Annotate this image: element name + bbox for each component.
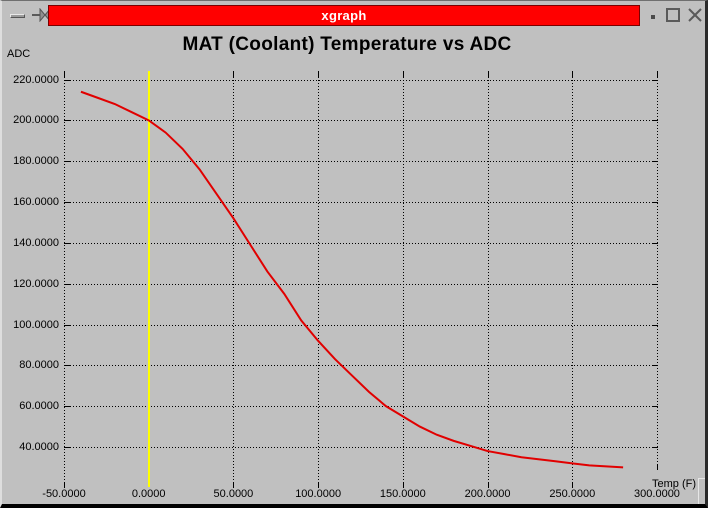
x-tick-label: 250.0000 <box>549 488 596 500</box>
y-tick-label: 60.0000 <box>19 400 59 413</box>
chart-title: MAT (Coolant) Temperature vs ADC <box>182 34 512 55</box>
x-tick-label: 200.0000 <box>464 488 511 500</box>
h-gridline <box>64 406 657 408</box>
x-tick-label: 50.0000 <box>213 488 254 500</box>
axis-tick <box>233 71 235 77</box>
h-gridline <box>64 283 657 285</box>
axis-tick <box>652 283 658 285</box>
axis-tick <box>657 464 658 470</box>
zero-axis-line <box>147 71 150 487</box>
h-gridline <box>64 120 657 122</box>
axis-tick <box>657 71 658 77</box>
v-gridline <box>402 71 404 487</box>
h-gridline <box>64 324 657 326</box>
h-gridline <box>64 365 657 367</box>
x-tick-label: 0.0000 <box>131 488 166 500</box>
v-gridline <box>233 71 235 487</box>
v-gridline <box>487 71 489 487</box>
y-tick-label: 220.0000 <box>13 73 59 86</box>
axis-tick <box>64 242 70 244</box>
axis-tick <box>652 365 658 367</box>
minimize-icon[interactable] <box>10 14 25 18</box>
x-tick-label: 150.0000 <box>379 488 426 500</box>
y-tick-label: 120.0000 <box>13 277 59 290</box>
v-gridline <box>64 71 65 487</box>
x-tick-label: 300.0000 <box>634 488 680 500</box>
x-tick-label: 100.0000 <box>295 488 342 500</box>
close-icon[interactable] <box>687 7 703 23</box>
axis-tick <box>652 120 658 122</box>
h-gridline <box>64 447 657 448</box>
axis-tick <box>487 482 489 488</box>
axis-tick <box>64 161 70 163</box>
resize-grip[interactable] <box>698 478 705 479</box>
axis-tick <box>64 283 70 285</box>
axis-tick <box>572 71 574 77</box>
resize-grip-edge[interactable] <box>698 478 699 504</box>
y-tick-label: 40.0000 <box>19 441 59 453</box>
axis-tick <box>64 324 70 326</box>
axis-tick <box>572 482 574 488</box>
axis-tick <box>64 79 70 81</box>
h-gridline <box>64 79 657 81</box>
x-tick-label: -50.0000 <box>42 488 86 500</box>
titlebar[interactable]: xgraph <box>48 5 640 26</box>
axis-tick <box>318 71 320 77</box>
v-gridline <box>572 71 574 487</box>
axis-tick <box>652 161 658 163</box>
window-title: xgraph <box>321 8 367 23</box>
axis-tick <box>64 202 70 203</box>
h-gridline <box>64 202 657 203</box>
axis-tick <box>64 71 65 77</box>
axis-tick <box>652 324 658 326</box>
axis-tick <box>652 202 658 203</box>
axis-tick <box>652 242 658 244</box>
axis-tick <box>652 79 658 81</box>
data-curve <box>80 90 624 469</box>
y-tick-label: 100.0000 <box>13 318 59 331</box>
axis-tick <box>487 71 489 77</box>
axis-tick <box>402 482 404 488</box>
y-tick-label: 80.0000 <box>19 359 59 372</box>
x-axis-label: Temp (F) <box>652 478 696 490</box>
axis-tick <box>64 447 70 448</box>
axis-tick <box>652 406 658 408</box>
axis-tick <box>64 120 70 122</box>
axis-tick <box>233 482 235 488</box>
y-tick-label: 200.0000 <box>13 114 59 127</box>
maximize-icon[interactable] <box>666 8 680 22</box>
y-tick-label: 160.0000 <box>13 196 59 208</box>
axis-tick <box>652 447 658 448</box>
dot-icon[interactable] <box>651 15 655 19</box>
axis-tick <box>64 406 70 408</box>
h-gridline <box>64 242 657 244</box>
v-gridline <box>318 71 320 487</box>
y-tick-label: 180.0000 <box>13 155 59 168</box>
y-axis-label: ADC <box>7 48 31 60</box>
axis-tick <box>318 482 320 488</box>
h-gridline <box>64 161 657 163</box>
v-gridline <box>657 71 658 469</box>
axis-tick <box>402 71 404 77</box>
axis-tick <box>64 482 65 488</box>
axis-tick <box>64 365 70 367</box>
y-tick-label: 140.0000 <box>13 236 59 249</box>
